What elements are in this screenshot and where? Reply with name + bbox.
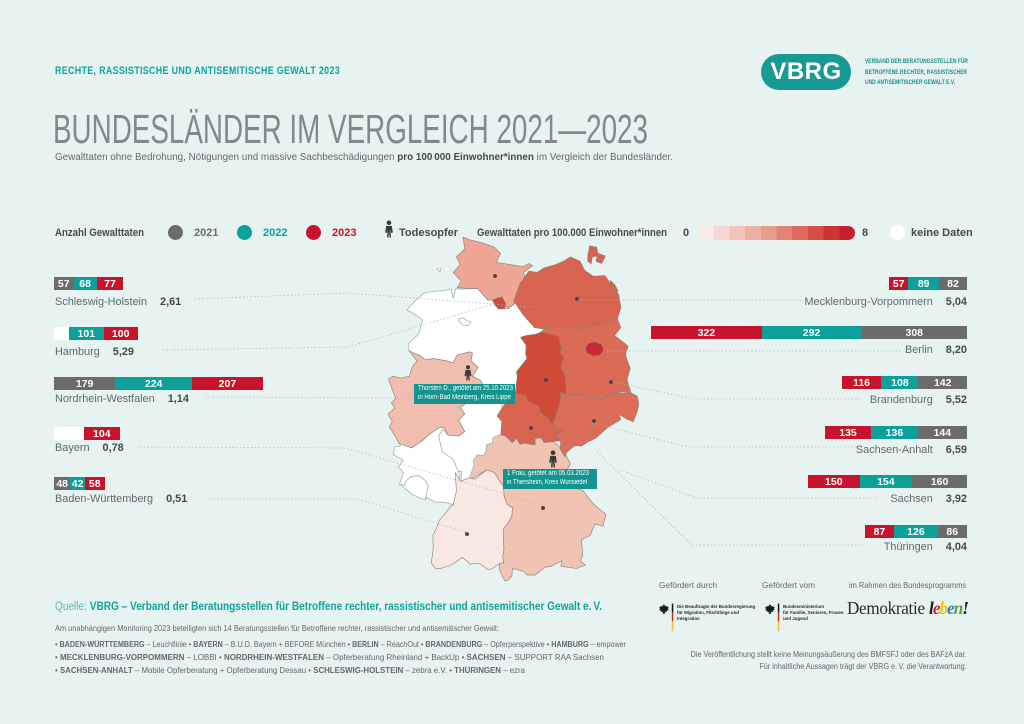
svg-text:Bundesministerium: Bundesministerium (783, 604, 824, 609)
svg-text:Die Beauftragte der Bundesregi: Die Beauftragte der Bundesregierung (677, 604, 755, 609)
svg-text:für Migration, Flüchtlinge und: für Migration, Flüchtlinge und (677, 610, 739, 615)
svg-text:Integration: Integration (677, 616, 700, 621)
svg-text:und Jugend: und Jugend (783, 616, 808, 621)
svg-text:für Familie, Senioren, Frauen: für Familie, Senioren, Frauen (783, 610, 844, 615)
